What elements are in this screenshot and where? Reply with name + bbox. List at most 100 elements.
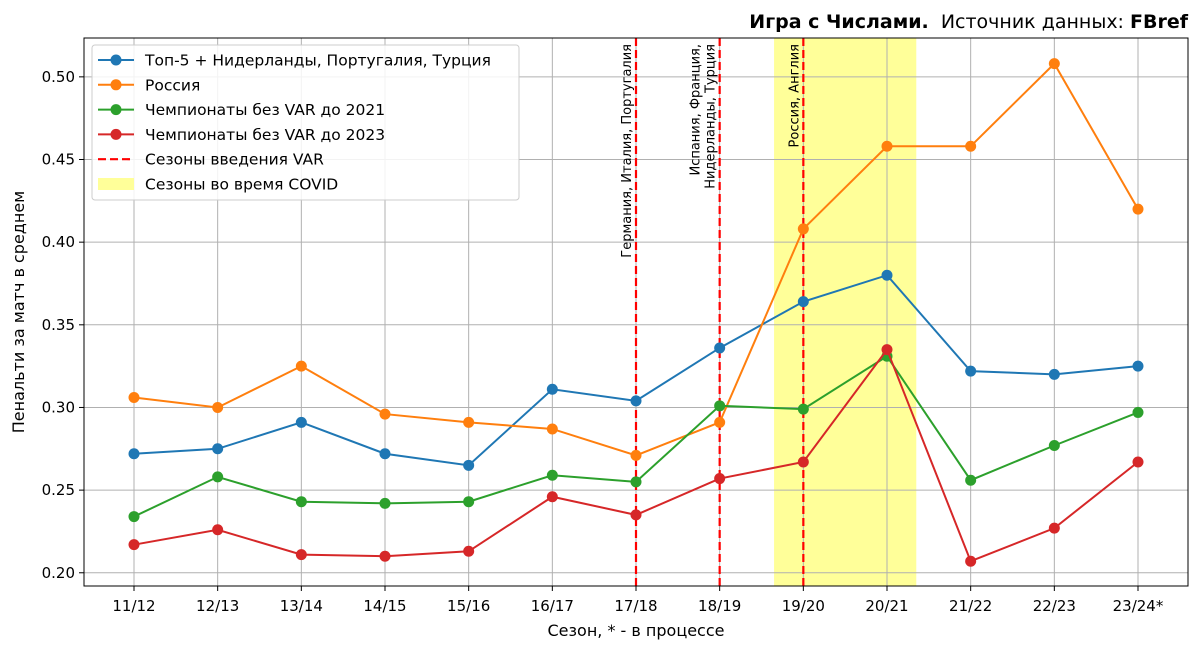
- chart-title: Игра с Числами. Источник данных: FBref: [749, 11, 1188, 33]
- x-tick-label: 23/24*: [1113, 597, 1164, 615]
- data-point: [463, 416, 475, 428]
- data-point: [212, 443, 224, 455]
- data-point: [463, 459, 475, 471]
- data-point: [797, 223, 809, 235]
- data-point: [128, 539, 140, 551]
- series-layer: [128, 58, 1144, 567]
- y-tick-label: 0.20: [42, 564, 75, 582]
- data-point: [295, 496, 307, 508]
- data-point: [881, 344, 893, 356]
- legend-label: Сезоны введения VAR: [145, 151, 324, 169]
- data-point: [1048, 58, 1060, 70]
- x-tick-label: 22/23: [1033, 597, 1076, 615]
- legend-covid-swatch: [98, 178, 134, 190]
- data-point: [1132, 456, 1144, 468]
- y-tick-label: 0.40: [42, 233, 75, 251]
- x-tick-label: 19/20: [782, 597, 825, 615]
- var-line-label: Германия, Италия, Португалия: [620, 44, 635, 258]
- data-point: [1132, 360, 1144, 372]
- y-axis-label: Пенальти за матч в среднем: [9, 191, 28, 433]
- data-point: [379, 448, 391, 460]
- x-tick-label: 11/12: [112, 597, 155, 615]
- x-tick-label: 16/17: [531, 597, 574, 615]
- x-tick-label: 18/19: [698, 597, 741, 615]
- y-tick-label: 0.35: [42, 316, 75, 334]
- data-point: [128, 392, 140, 404]
- data-point: [295, 416, 307, 428]
- data-point: [1132, 203, 1144, 215]
- var-line-label: Испания, Франция,: [689, 44, 704, 176]
- covid-span: [774, 38, 917, 586]
- data-point: [546, 423, 558, 435]
- x-tick-label: 21/22: [949, 597, 992, 615]
- y-tick-label: 0.45: [42, 151, 75, 169]
- data-point: [128, 511, 140, 523]
- title-bold-part: Игра с Числами.: [749, 11, 928, 33]
- data-point: [881, 269, 893, 281]
- title-source-prefix: Источник данных:: [941, 11, 1130, 33]
- legend-box: [91, 44, 520, 201]
- data-point: [546, 491, 558, 503]
- data-point: [714, 416, 726, 428]
- data-point: [546, 383, 558, 395]
- legend-marker-swatch: [110, 79, 122, 91]
- legend-label: Сезоны во время COVID: [145, 176, 338, 194]
- var-line-label: Россия, Англия: [787, 44, 802, 147]
- data-point: [714, 473, 726, 485]
- var-line-label: Нидерланды, Турция: [704, 44, 719, 189]
- x-tick-label: 20/21: [865, 597, 908, 615]
- data-point: [965, 555, 977, 567]
- data-point: [1048, 439, 1060, 451]
- data-point: [630, 476, 642, 488]
- data-point: [295, 549, 307, 561]
- legend-label: Россия: [145, 76, 200, 94]
- y-tick-label: 0.30: [42, 398, 75, 416]
- legend-label: Топ-5 + Нидерланды, Португалия, Турция: [144, 52, 491, 70]
- legend-marker-swatch: [110, 128, 122, 140]
- data-point: [630, 449, 642, 461]
- data-point: [1132, 406, 1144, 418]
- var-lines-layer: Германия, Италия, Португалия Испания, Фра…: [620, 38, 805, 586]
- data-point: [797, 296, 809, 308]
- data-point: [1048, 522, 1060, 534]
- legend-marker-swatch: [110, 54, 122, 66]
- data-point: [463, 496, 475, 508]
- x-axis-label: Сезон, * - в процессе: [548, 621, 725, 640]
- data-point: [881, 140, 893, 152]
- data-point: [797, 403, 809, 415]
- data-point: [546, 469, 558, 481]
- legend-label: Чемпионаты без VAR до 2021: [145, 101, 385, 119]
- data-point: [797, 456, 809, 468]
- x-tick-label: 14/15: [363, 597, 406, 615]
- x-tick-label: 13/14: [280, 597, 323, 615]
- data-point: [965, 474, 977, 486]
- covid-span-layer: [774, 38, 917, 586]
- x-tick-label: 12/13: [196, 597, 239, 615]
- data-point: [714, 400, 726, 412]
- legend-label: Чемпионаты без VAR до 2023: [145, 126, 385, 144]
- data-point: [128, 448, 140, 460]
- x-tick-label: 17/18: [614, 597, 657, 615]
- data-point: [630, 395, 642, 407]
- data-point: [630, 509, 642, 521]
- legend: Топ-5 + Нидерланды, Португалия, Турция Ро…: [91, 44, 520, 201]
- data-point: [212, 471, 224, 483]
- legend-marker-swatch: [110, 104, 122, 116]
- data-point: [212, 524, 224, 536]
- data-point: [714, 342, 726, 354]
- data-point: [379, 497, 391, 509]
- data-point: [965, 365, 977, 377]
- y-tick-label: 0.25: [42, 481, 75, 499]
- data-point: [1048, 368, 1060, 380]
- data-point: [463, 545, 475, 557]
- x-tick-label: 15/16: [447, 597, 490, 615]
- tick-layer: 11/12 12/13 13/14 14/15 15/16 16/17 17/18 18/19…: [42, 68, 1164, 615]
- data-point: [295, 360, 307, 372]
- title-source-name: FBref: [1130, 11, 1189, 33]
- data-point: [379, 408, 391, 420]
- y-tick-label: 0.50: [42, 68, 75, 86]
- data-point: [379, 550, 391, 562]
- data-point: [965, 140, 977, 152]
- data-point: [212, 401, 224, 413]
